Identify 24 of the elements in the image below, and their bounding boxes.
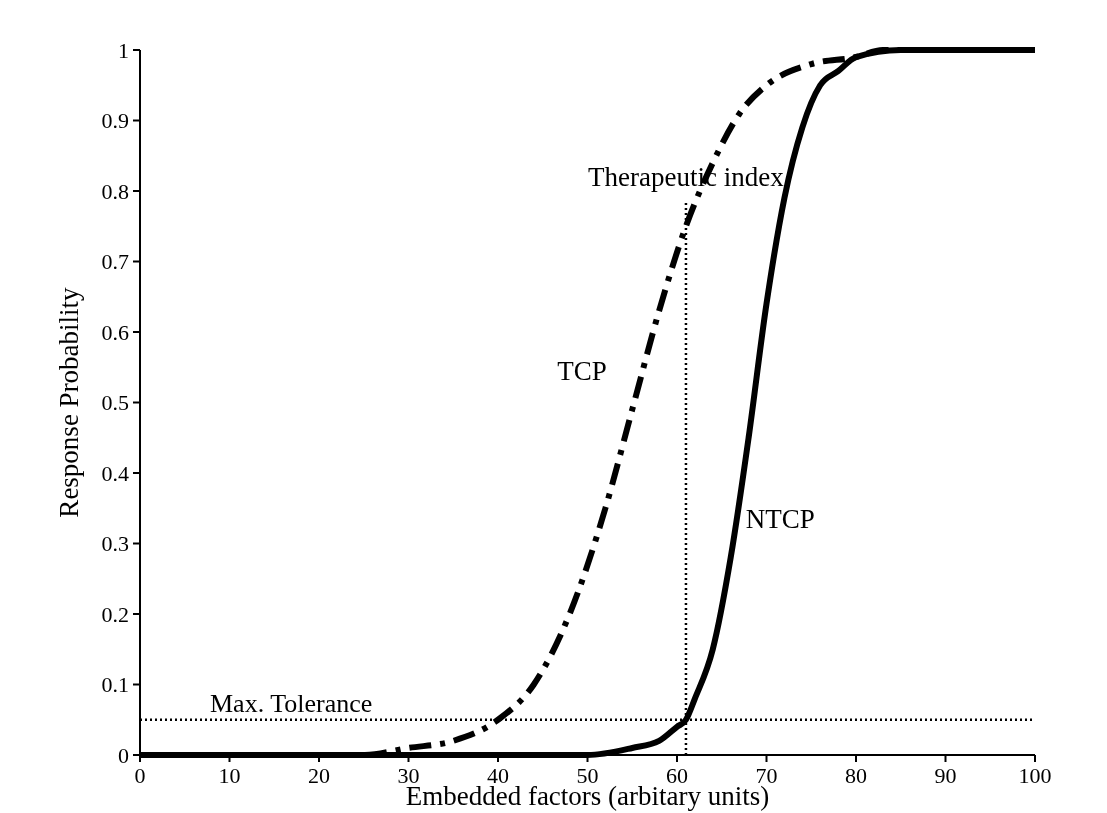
y-tick-label: 0.2 [101, 601, 129, 627]
y-tick-label: 1 [118, 37, 129, 63]
x-tick-label: 90 [934, 763, 957, 788]
y-axis-title: Response Probability [54, 286, 84, 518]
series-label: TCP [557, 355, 607, 386]
x-tick-label: 30 [397, 763, 420, 788]
x-tick-label: 50 [576, 763, 599, 788]
y-tick-label: 0.1 [101, 672, 129, 698]
x-tick-label: 60 [666, 763, 688, 788]
y-tick-label: 0.3 [101, 531, 129, 557]
y-tick-label: 0 [118, 742, 129, 768]
x-tick-label: 20 [308, 763, 330, 788]
y-tick-label: 0.5 [101, 390, 129, 416]
y-tick-label: 0.8 [101, 178, 129, 204]
x-tick-label: 10 [218, 763, 241, 788]
y-tick-label: 0.7 [101, 249, 129, 275]
y-tick-label: 0.6 [101, 319, 129, 345]
x-tick-label: 80 [845, 763, 867, 788]
ref-line-label: Max. Tolerance [210, 688, 373, 718]
x-tick-label: 100 [1018, 763, 1052, 788]
y-tick-label: 0.9 [101, 108, 129, 134]
x-tick-label: 0 [134, 763, 146, 788]
series-label: NTCP [745, 503, 815, 534]
y-tick-label: 0.4 [101, 460, 129, 486]
